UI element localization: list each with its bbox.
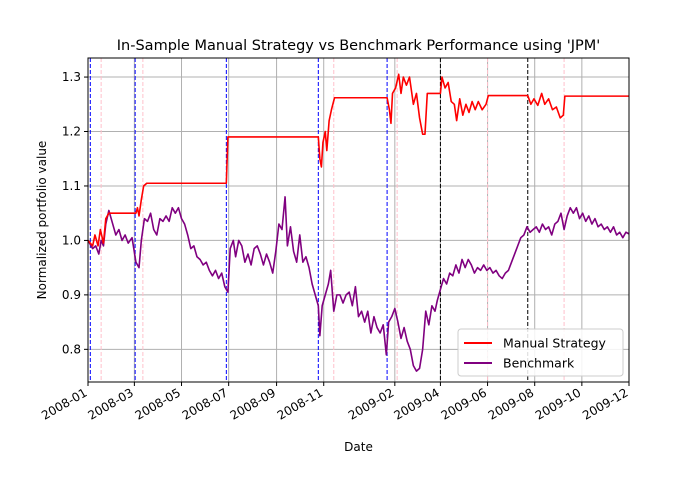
y-tick-label: 1.0 (62, 233, 81, 247)
y-tick-label: 0.9 (62, 288, 81, 302)
plot-area-frame (87, 57, 630, 383)
y-tick-label: 0.8 (62, 342, 81, 356)
x-axis-title: Date (344, 440, 373, 454)
y-axis-title: Normalized portfolio value (35, 141, 49, 300)
chart-title: In-Sample Manual Strategy vs Benchmark P… (117, 38, 600, 54)
y-tick-label: 1.2 (62, 125, 81, 139)
y-tick-label: 1.1 (62, 179, 81, 193)
legend-box (457, 328, 624, 377)
legend-label-manual-strategy: Manual Strategy (503, 336, 607, 351)
series-line-manual-strategy (87, 73, 629, 247)
legend-label-benchmark: Benchmark (503, 356, 575, 371)
y-axis: 0.8 0.9 1.0 1.1 1.2 1.3 (62, 70, 88, 356)
y-tick-label: 1.3 (62, 70, 81, 84)
legend: Manual Strategy Benchmark (457, 328, 624, 377)
series-line-benchmark (87, 196, 630, 372)
series-layer (87, 73, 630, 372)
